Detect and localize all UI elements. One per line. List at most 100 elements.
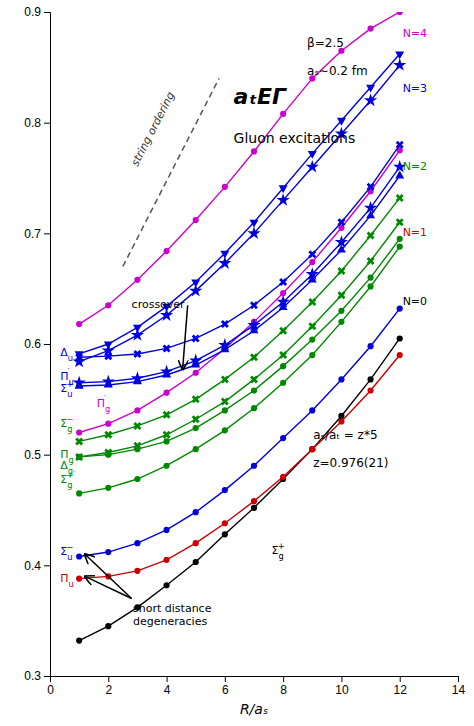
- point: [277, 325, 289, 337]
- x-axis-title: R/aₛ: [240, 701, 268, 717]
- y-tick-mark: [44, 12, 50, 13]
- point: [219, 318, 231, 330]
- point: [193, 370, 199, 376]
- y-tick-label: 0.3: [24, 669, 41, 683]
- annotation: Σg+′: [60, 470, 75, 490]
- plot-area: [72, 12, 406, 644]
- point: [161, 409, 173, 421]
- point: [193, 540, 199, 546]
- point: [134, 540, 140, 546]
- annotation: N=0: [403, 295, 427, 308]
- y-tick-mark: [44, 676, 50, 677]
- point: [105, 421, 111, 427]
- subtitle: Gluon excitations: [234, 130, 356, 146]
- point: [306, 320, 318, 332]
- point: [309, 259, 315, 265]
- point: [190, 413, 202, 425]
- series-line: [79, 239, 400, 457]
- point: [277, 276, 289, 288]
- point: [105, 485, 111, 491]
- point: [72, 355, 85, 368]
- point: [365, 230, 377, 242]
- point: [76, 553, 82, 559]
- annotation: Σg+: [271, 540, 284, 560]
- annotation: Πg′: [97, 393, 111, 413]
- point: [338, 418, 344, 424]
- series-line: [79, 309, 400, 557]
- series-line: [79, 198, 400, 441]
- point: [161, 342, 173, 354]
- point: [105, 302, 111, 308]
- y-tick: 0.7: [24, 227, 50, 241]
- series-line: [79, 338, 400, 640]
- series-line: [79, 167, 400, 383]
- point: [222, 520, 228, 526]
- point: [248, 351, 260, 363]
- point: [131, 440, 143, 452]
- y-tick-label: 0.4: [24, 559, 41, 573]
- point: [251, 463, 257, 469]
- point: [335, 235, 348, 248]
- info-text: β=2.5: [307, 36, 344, 50]
- y-tick: 0.3: [24, 669, 50, 683]
- point: [337, 118, 346, 126]
- y-tick: 0.8: [24, 116, 50, 130]
- title: aₜEΓ: [234, 84, 287, 109]
- point: [163, 582, 169, 588]
- point: [134, 277, 140, 283]
- annotation: N=3: [403, 82, 427, 95]
- annotation: Σg−: [60, 413, 73, 433]
- point: [193, 509, 199, 515]
- point: [222, 427, 228, 433]
- point: [306, 248, 318, 260]
- y-tick-label: 0.7: [24, 227, 41, 241]
- y-tick-mark: [44, 344, 50, 345]
- point: [395, 51, 404, 59]
- point: [163, 438, 169, 444]
- y-tick-mark: [44, 233, 50, 234]
- point: [73, 435, 85, 447]
- point: [163, 390, 169, 396]
- x-tick: 14: [452, 676, 466, 697]
- y-tick-label: 0.6: [24, 337, 41, 351]
- point: [163, 557, 169, 563]
- y-tick-mark: [44, 455, 50, 456]
- point: [134, 476, 140, 482]
- point: [131, 328, 144, 341]
- series-line: [79, 12, 400, 324]
- x-tick-label: 4: [164, 683, 171, 697]
- point: [309, 446, 315, 452]
- point: [73, 451, 85, 463]
- point: [105, 623, 111, 629]
- series-line: [79, 355, 400, 579]
- point: [335, 289, 347, 301]
- point: [247, 226, 260, 239]
- point: [163, 527, 169, 533]
- point: [364, 94, 377, 107]
- point: [193, 446, 199, 452]
- point: [102, 344, 115, 357]
- point: [105, 549, 111, 555]
- series-line: [79, 150, 400, 432]
- point: [222, 184, 228, 190]
- point: [102, 375, 115, 388]
- point: [280, 380, 286, 386]
- point: [251, 148, 257, 154]
- x-tick-label: 6: [222, 683, 229, 697]
- point: [251, 498, 257, 504]
- x-tick: 8: [280, 676, 287, 697]
- point: [161, 429, 173, 441]
- point: [367, 376, 373, 382]
- info-text: z=0.976(21): [313, 456, 388, 470]
- point: [193, 425, 199, 431]
- point: [222, 531, 228, 537]
- point: [308, 151, 317, 159]
- point: [76, 637, 82, 643]
- series-line: [79, 65, 400, 362]
- x-tick-mark: [400, 676, 401, 682]
- point: [364, 201, 377, 214]
- x-tick-mark: [167, 676, 168, 682]
- y-tick: 0.9: [24, 5, 50, 19]
- x-tick-label: 8: [280, 683, 287, 697]
- annotation-arrow: [85, 554, 132, 598]
